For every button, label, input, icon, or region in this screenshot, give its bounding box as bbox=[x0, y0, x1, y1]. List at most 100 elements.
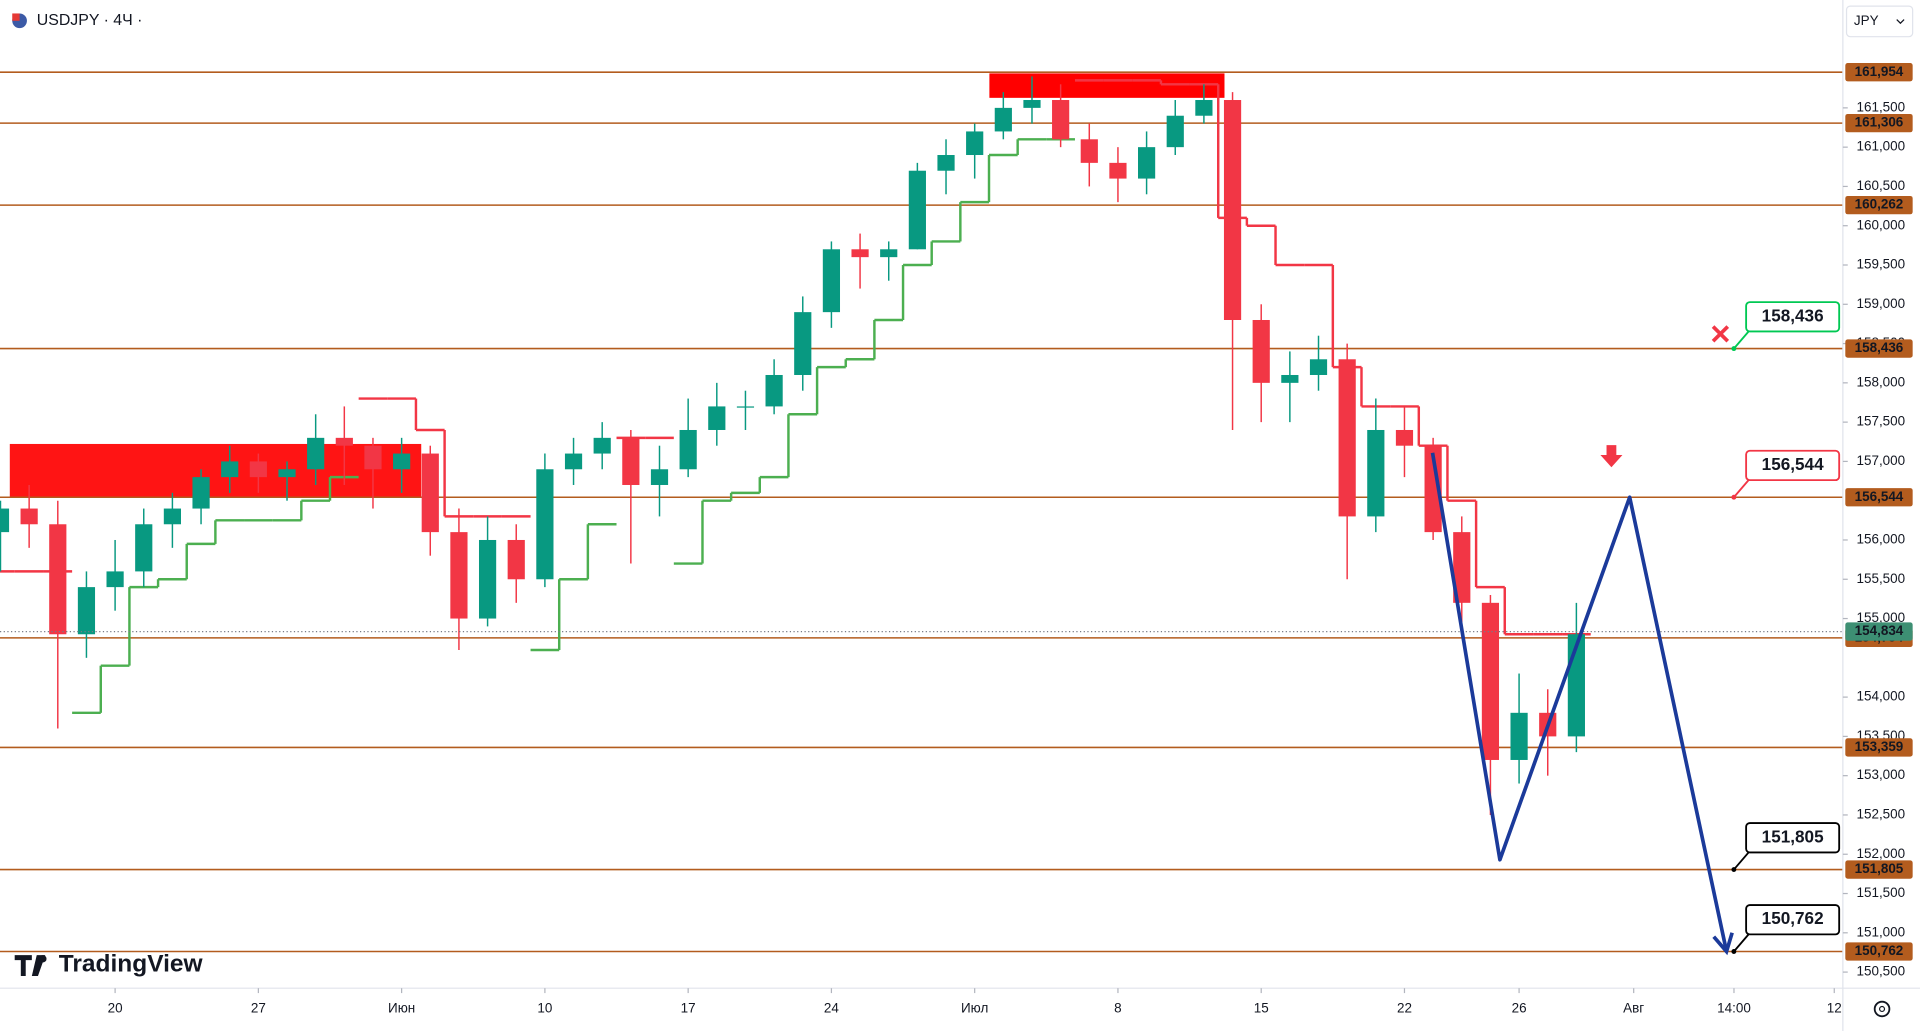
y-tick-label: 156,000 bbox=[1856, 532, 1905, 547]
plot: 158,436 156,544 151,805 150,762 bbox=[0, 71, 1843, 956]
level-tag-label: 161,954 bbox=[1855, 64, 1904, 79]
candle-body bbox=[0, 508, 10, 533]
candle-body bbox=[908, 170, 926, 250]
callout-box bbox=[1745, 822, 1841, 854]
y-tick-label: 152,500 bbox=[1856, 807, 1905, 822]
candle-body bbox=[49, 524, 67, 635]
x-tick-label: 14:00 bbox=[1717, 1001, 1751, 1016]
currency-label: JPY bbox=[1854, 13, 1879, 28]
candle-body bbox=[994, 107, 1012, 132]
callout-connector bbox=[1733, 330, 1750, 350]
callout-connector bbox=[1733, 851, 1750, 871]
x-tick-label: 26 bbox=[1512, 1001, 1527, 1016]
candle-body bbox=[364, 445, 382, 470]
callout-box bbox=[1745, 301, 1841, 333]
candle-body bbox=[1281, 374, 1299, 383]
candle-body bbox=[937, 155, 955, 171]
x-tick-label: 17 bbox=[681, 1001, 696, 1016]
candle-body bbox=[851, 249, 869, 258]
candle-body bbox=[1023, 100, 1041, 108]
candle-body bbox=[478, 539, 497, 619]
x-tick-label: 10 bbox=[537, 1001, 552, 1016]
y-tick-label: 153,000 bbox=[1856, 767, 1905, 782]
level-tag-label: 160,262 bbox=[1855, 197, 1904, 212]
candle-body bbox=[708, 406, 726, 430]
candle-body bbox=[77, 587, 96, 635]
callout-label: 151,805 bbox=[1762, 826, 1824, 846]
callout-label: 150,762 bbox=[1762, 908, 1824, 928]
x-tick-label: Июл bbox=[961, 1001, 988, 1016]
x-tick-label: 24 bbox=[824, 1001, 839, 1016]
x-tick-label: 20 bbox=[108, 1001, 123, 1016]
candle-body bbox=[1138, 147, 1156, 179]
candle-body bbox=[679, 429, 697, 470]
y-tick-label: 161,000 bbox=[1856, 139, 1905, 154]
candle-body bbox=[1080, 139, 1098, 163]
y-tick-label: 155,000 bbox=[1856, 610, 1905, 625]
candle-body bbox=[1252, 319, 1270, 383]
level-tag bbox=[1845, 488, 1913, 507]
dropdown-caret bbox=[1896, 19, 1905, 25]
settings-icon[interactable] bbox=[1873, 1000, 1891, 1018]
candle-body bbox=[765, 374, 783, 407]
candle-body bbox=[1338, 359, 1356, 517]
callout-connector bbox=[1733, 479, 1750, 498]
candle-body bbox=[1052, 100, 1070, 140]
y-tick-label: 150,500 bbox=[1856, 964, 1905, 979]
settings-icon bbox=[1878, 1005, 1886, 1013]
candle-body bbox=[249, 461, 267, 478]
x-tick-label: 27 bbox=[251, 1001, 266, 1016]
cancel-marker bbox=[1711, 325, 1730, 343]
level-tag-label: 156,544 bbox=[1855, 489, 1904, 504]
x-tick-label: 15 bbox=[1254, 1001, 1269, 1016]
level-tag bbox=[1845, 942, 1913, 961]
candle-body bbox=[1395, 429, 1414, 446]
callout-box bbox=[1745, 904, 1841, 936]
brand-logo bbox=[14, 955, 46, 976]
candle-body bbox=[1481, 602, 1500, 760]
candle-body bbox=[106, 571, 124, 588]
y-tick-label: 160,000 bbox=[1856, 217, 1905, 232]
supply-zone bbox=[989, 73, 1225, 98]
candle-body bbox=[278, 469, 296, 478]
y-tick-label: 159,500 bbox=[1856, 257, 1905, 272]
x-tick-label: 12 bbox=[1827, 1001, 1842, 1016]
level-tag bbox=[1845, 63, 1913, 82]
candle-body bbox=[822, 249, 841, 313]
level-tag-label: 153,359 bbox=[1855, 739, 1904, 754]
y-tick-label: 157,500 bbox=[1856, 414, 1905, 429]
candle-body bbox=[450, 532, 468, 619]
y-tick-label: 157,000 bbox=[1856, 453, 1905, 468]
candle-body bbox=[536, 469, 554, 580]
level-tag-label: 150,762 bbox=[1855, 943, 1904, 958]
candle-body bbox=[794, 312, 812, 375]
candle-body bbox=[1309, 359, 1328, 375]
supply-zone bbox=[9, 443, 422, 497]
level-tag bbox=[1845, 339, 1913, 358]
candle-body bbox=[163, 508, 181, 525]
callout-connector bbox=[1733, 933, 1750, 953]
y-tick-label: 151,000 bbox=[1856, 924, 1905, 939]
x-tick-label: Июн bbox=[388, 1001, 415, 1016]
projection-path bbox=[1430, 452, 1729, 952]
symbol-title: USDJPY · 4Ч · bbox=[37, 12, 143, 29]
price-tag bbox=[1845, 622, 1913, 641]
y-tick-label: 152,000 bbox=[1856, 846, 1905, 861]
x-tick-label: 8 bbox=[1114, 1001, 1121, 1016]
currency-dropdown[interactable] bbox=[1845, 5, 1914, 38]
level-tag bbox=[1845, 738, 1913, 757]
candle-body bbox=[507, 539, 525, 580]
candle-body bbox=[1195, 100, 1213, 116]
y-tick-label: 161,500 bbox=[1856, 99, 1905, 114]
x-tick-label: Авг bbox=[1623, 1001, 1644, 1016]
candle-body bbox=[1166, 115, 1184, 148]
candle-body bbox=[1510, 712, 1528, 760]
candle-body bbox=[335, 437, 353, 446]
x-tick-label: 22 bbox=[1397, 1001, 1412, 1016]
callout-box bbox=[1745, 449, 1841, 482]
candle-body bbox=[1453, 532, 1471, 603]
candle-body bbox=[736, 406, 755, 408]
brand-name: TradingView bbox=[59, 950, 204, 977]
